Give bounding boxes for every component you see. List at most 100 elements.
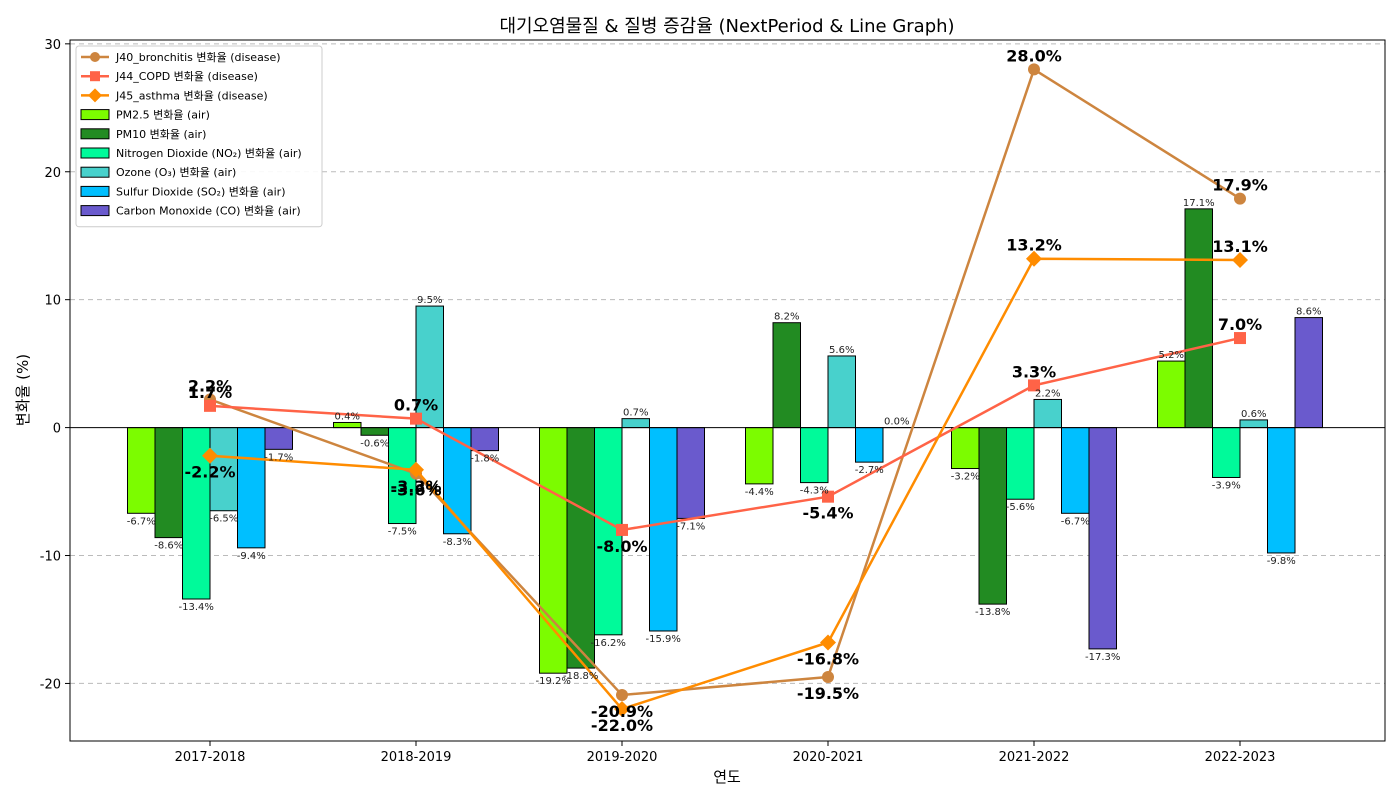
bar xyxy=(856,428,884,463)
x-tick-label: 2019-2020 xyxy=(587,750,658,765)
bar-value-label: -1.7% xyxy=(264,452,293,463)
bar xyxy=(1062,428,1090,514)
x-axis-label: 연도 xyxy=(713,768,741,786)
line-value-label: -5.4% xyxy=(802,504,853,523)
line-value-label: -8.0% xyxy=(596,537,647,556)
legend-entry-label: Sulfur Dioxide (SO₂) 변화율 (air) xyxy=(116,185,286,198)
bar-value-label: -3.9% xyxy=(1212,480,1241,491)
x-tick-label: 2022-2023 xyxy=(1205,750,1276,765)
legend-bar-swatch xyxy=(81,129,109,139)
series-marker xyxy=(822,671,834,683)
y-tick-label: 0 xyxy=(53,422,61,437)
bar xyxy=(155,428,183,538)
bar xyxy=(1158,361,1186,428)
bar-value-label: -13.4% xyxy=(179,602,214,613)
x-tick-label: 2017-2018 xyxy=(175,750,246,765)
bar-value-label: -0.6% xyxy=(360,438,389,449)
line-value-label: 28.0% xyxy=(1006,46,1062,65)
bar xyxy=(828,356,856,428)
bar xyxy=(265,428,293,450)
bar xyxy=(650,428,678,631)
bar xyxy=(334,422,362,427)
legend-marker xyxy=(90,71,100,81)
bar-value-label: 5.6% xyxy=(829,345,854,356)
y-tick-label: 20 xyxy=(44,166,61,181)
series-marker xyxy=(616,689,628,701)
bar xyxy=(746,428,774,484)
bar xyxy=(238,428,266,548)
bar-value-label: 17.1% xyxy=(1183,198,1215,209)
bar-value-label: -4.4% xyxy=(745,487,774,498)
y-tick-label: 10 xyxy=(44,294,61,309)
bar-value-label: 8.6% xyxy=(1296,307,1321,318)
x-tick-label: 2018-2019 xyxy=(381,750,452,765)
bar-value-label: -9.4% xyxy=(237,551,266,562)
bar-value-label: -6.7% xyxy=(127,516,156,527)
series-marker xyxy=(616,524,628,536)
line-value-label: 0.7% xyxy=(394,396,438,415)
bar-value-label: -5.6% xyxy=(1006,502,1035,513)
bar xyxy=(567,428,595,668)
bar-value-label: -15.9% xyxy=(646,634,681,645)
legend-entry-label: J45_asthma 변화율 (disease) xyxy=(115,89,268,102)
bar xyxy=(1268,428,1296,553)
bar xyxy=(801,428,829,483)
legend-bar-swatch xyxy=(81,186,109,196)
bar-value-label: -7.5% xyxy=(388,527,417,538)
legend-entry-label: J44_COPD 변화율 (disease) xyxy=(115,70,258,83)
bar-value-label: 2.2% xyxy=(1035,388,1060,399)
bar-value-label: -8.3% xyxy=(443,537,472,548)
legend-bar-swatch xyxy=(81,110,109,120)
line-value-label: 17.9% xyxy=(1212,176,1268,195)
bar-value-label: 5.2% xyxy=(1159,350,1184,361)
legend: J40_bronchitis 변화율 (disease)J44_COPD 변화율… xyxy=(76,46,322,227)
legend-entry-label: Carbon Monoxide (CO) 변화율 (air) xyxy=(116,205,301,218)
bar-value-label: -1.8% xyxy=(470,454,499,465)
bar xyxy=(1185,209,1213,428)
bar-value-label: -6.5% xyxy=(209,514,238,525)
bar-value-label: -4.3% xyxy=(800,486,829,497)
bar xyxy=(1034,399,1062,427)
bar-value-label: -6.7% xyxy=(1061,516,1090,527)
legend-bar-swatch xyxy=(81,206,109,216)
bar xyxy=(540,428,568,674)
bar xyxy=(1240,420,1268,428)
bar-value-label: 8.2% xyxy=(774,312,799,323)
bar xyxy=(1089,428,1117,649)
bar-value-label: -2.7% xyxy=(855,465,884,476)
y-tick-label: -20 xyxy=(40,677,61,692)
legend-marker xyxy=(90,52,100,62)
y-tick-label: 30 xyxy=(44,38,61,53)
bar xyxy=(773,323,801,428)
bar xyxy=(128,428,156,514)
bar xyxy=(471,428,499,451)
line-value-label: -3.3% xyxy=(390,477,441,496)
legend-entry-label: Ozone (O₃) 변화율 (air) xyxy=(116,166,236,179)
line-value-label: -2.2% xyxy=(184,463,235,482)
line-value-label: -19.5% xyxy=(797,684,859,703)
bar-value-label: 0.7% xyxy=(623,408,648,419)
line-value-label: 7.0% xyxy=(1218,315,1262,334)
legend-bar-swatch xyxy=(81,167,109,177)
legend-bar-swatch xyxy=(81,148,109,158)
chart-title: 대기오염물질 & 질병 증감율 (NextPeriod & Line Graph… xyxy=(499,16,954,37)
bar-value-label: 0.4% xyxy=(335,411,360,422)
line-value-label: 1.7% xyxy=(188,383,232,402)
x-tick-label: 2021-2022 xyxy=(999,750,1070,765)
legend-entry-label: Nitrogen Dioxide (NO₂) 변화율 (air) xyxy=(116,147,302,160)
y-axis-label: 변화율 (%) xyxy=(14,354,32,426)
legend-entry-label: PM10 변화율 (air) xyxy=(116,128,206,141)
line-value-label: -22.0% xyxy=(591,716,653,735)
y-tick-label: -10 xyxy=(40,550,61,565)
bar xyxy=(1295,318,1323,428)
bar-value-label: -13.8% xyxy=(975,607,1010,618)
bar-value-label: -16.2% xyxy=(591,638,626,649)
bar xyxy=(677,428,705,519)
legend-entry-label: PM2.5 변화율 (air) xyxy=(116,109,210,122)
bar-value-label: -17.3% xyxy=(1085,652,1120,663)
bar-value-label: 0.0% xyxy=(884,417,909,428)
line-value-label: 13.1% xyxy=(1212,237,1268,256)
bar xyxy=(1213,428,1241,478)
